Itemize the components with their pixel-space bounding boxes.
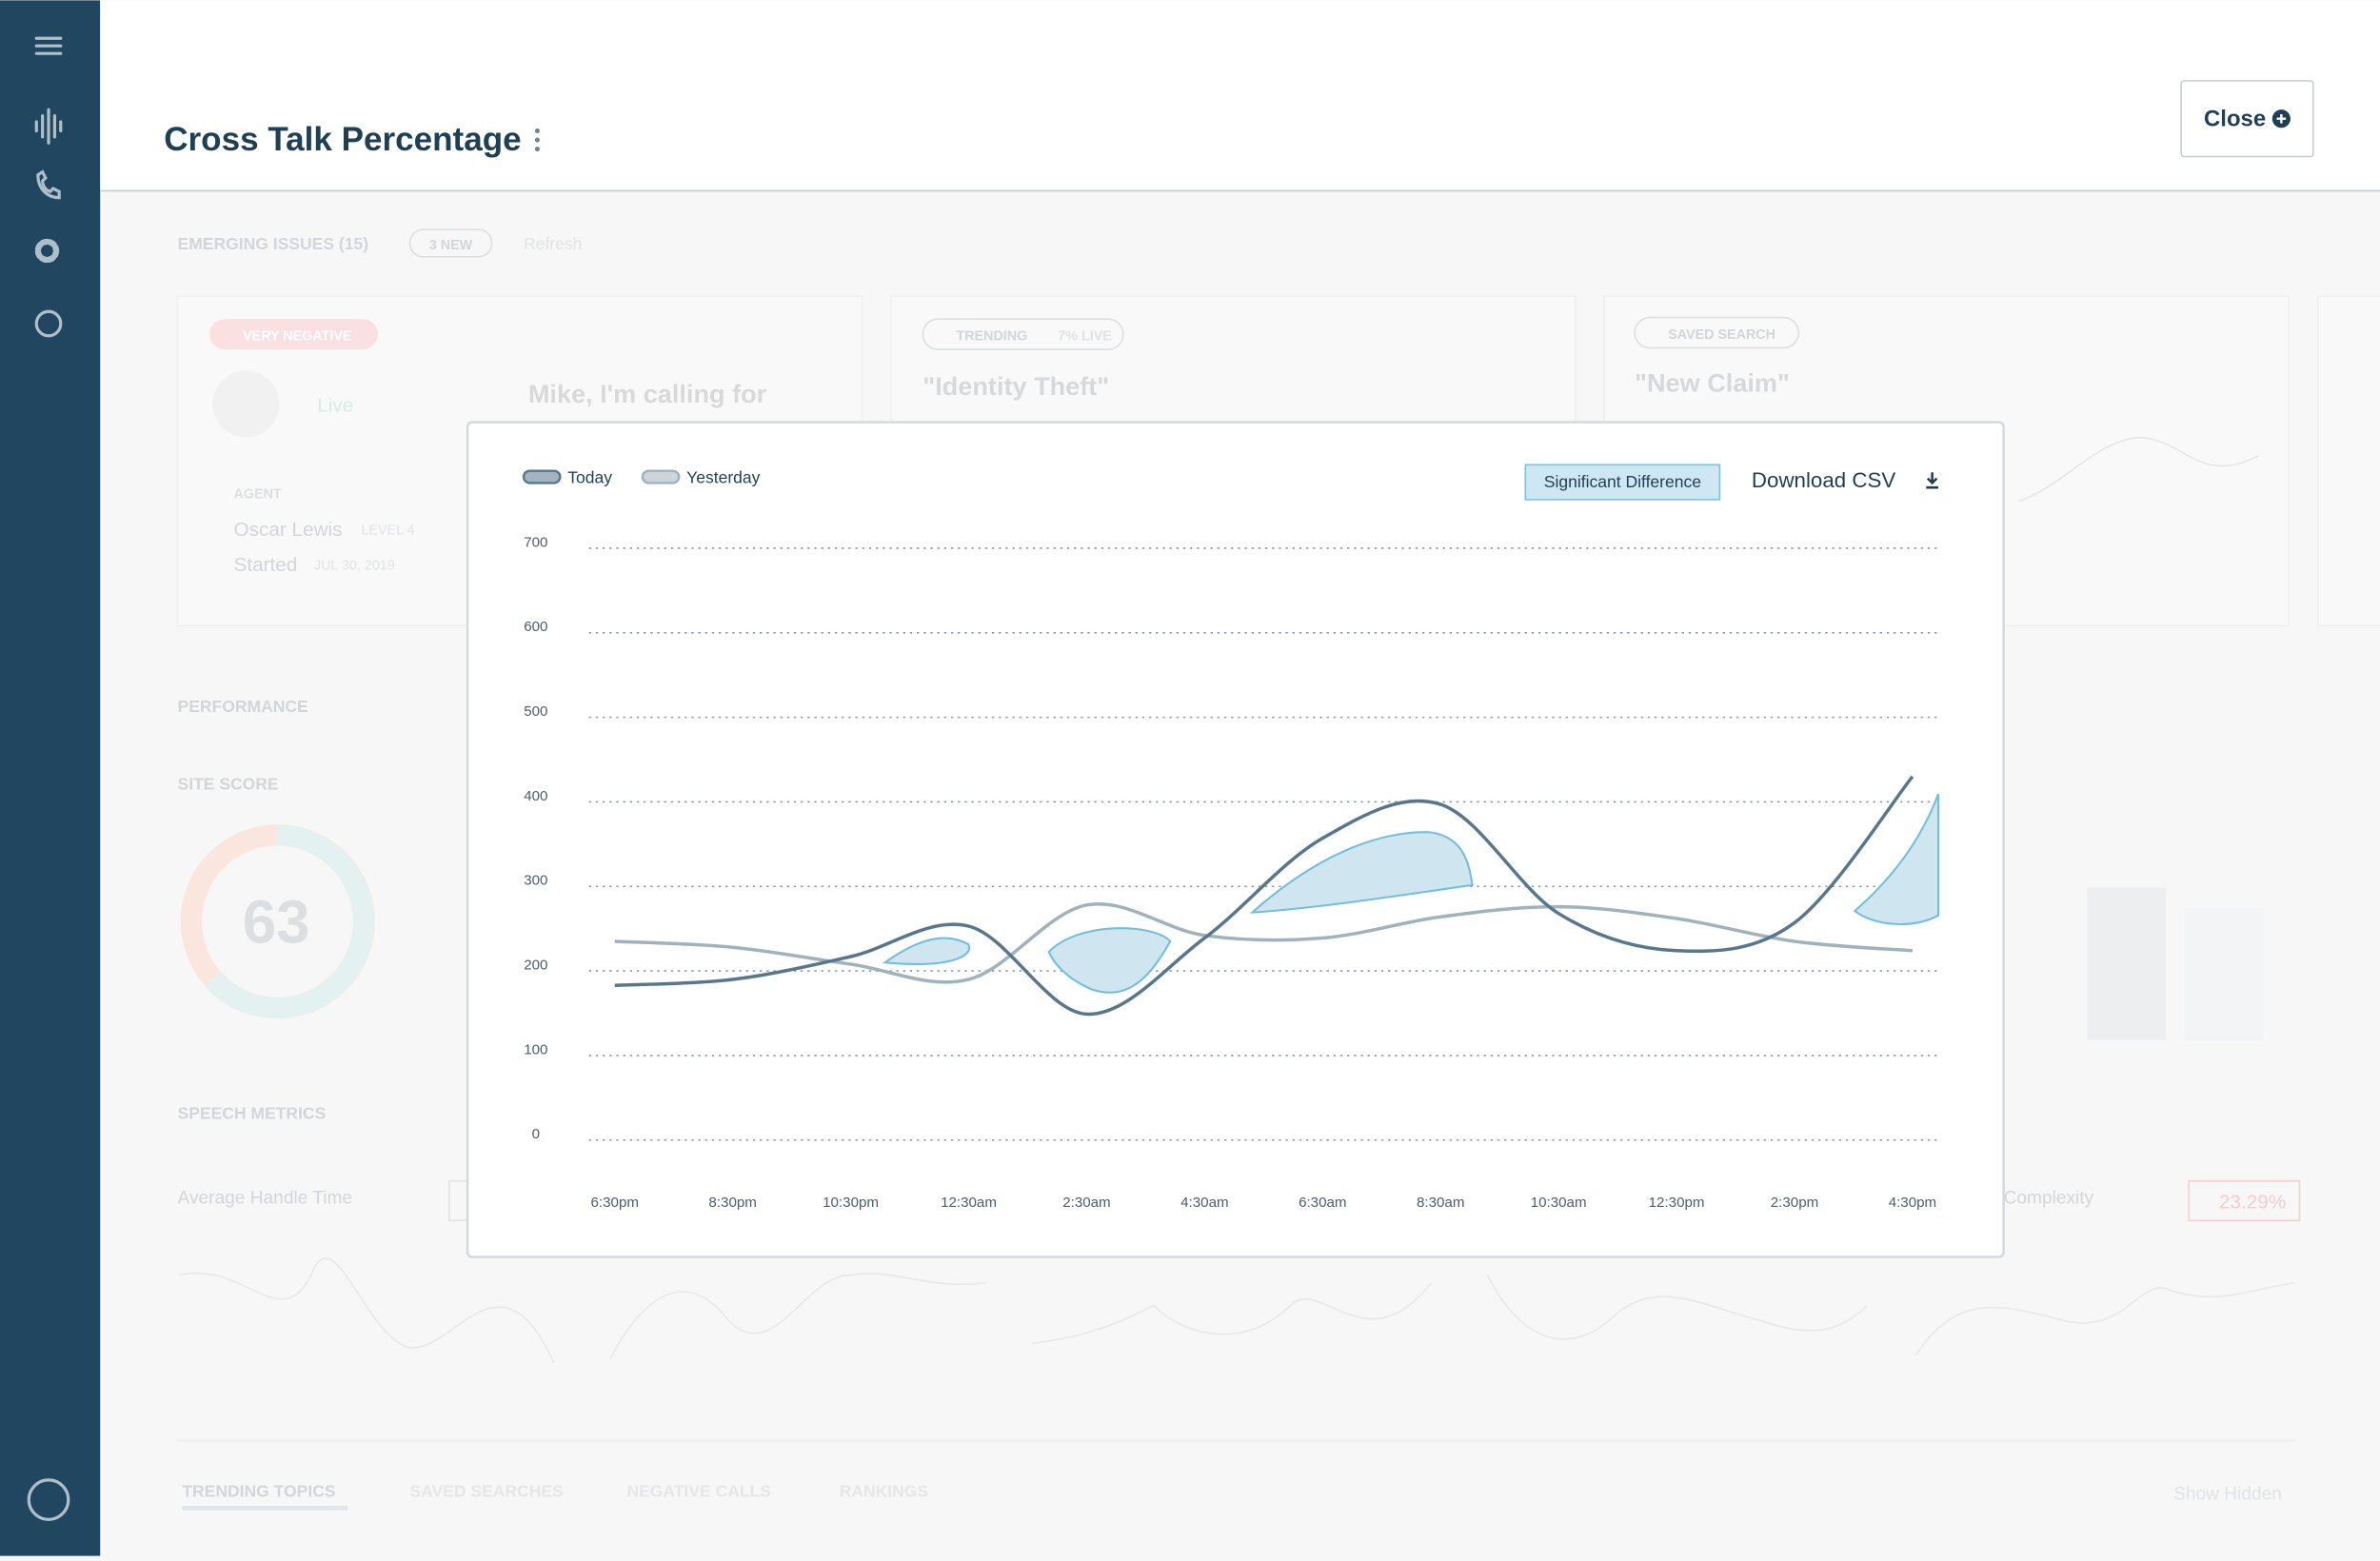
chart: Significant Difference Download CSV 0 100… [522, 464, 1942, 1211]
x-tick-label: 12:30pm [1649, 1195, 1705, 1211]
background-text: Complexity [2004, 1189, 2094, 1209]
menu-icon[interactable] [34, 36, 63, 55]
tab-underline [182, 1506, 348, 1511]
series-line [614, 901, 1914, 984]
x-tick-label: 8:30pm [708, 1195, 756, 1211]
y-tick-label: 200 [524, 958, 547, 974]
page-title: Cross Talk Percentage [164, 121, 521, 158]
logo[interactable] [27, 1478, 70, 1521]
score-ring [204, 824, 374, 1019]
settings-icon[interactable] [34, 238, 60, 264]
close-button[interactable] [2180, 80, 2314, 158]
background-text: JUL 30, 2019 [314, 558, 395, 573]
x-tick-label: 10:30pm [823, 1195, 879, 1211]
chart-modal [466, 421, 2005, 1258]
phone-icon[interactable] [36, 169, 61, 200]
card [2316, 295, 2380, 627]
background-text: "Identity Theft" [922, 371, 1109, 401]
background-text: SITE SCORE [178, 774, 279, 793]
significant-difference-label[interactable]: Significant Difference [1544, 472, 1701, 491]
legend-label: Yesterday [686, 467, 760, 486]
legend-label: Today [567, 467, 612, 486]
more-menu[interactable] [534, 128, 540, 152]
background-text: TRENDING TOPICS [182, 1481, 335, 1500]
background-text: 23.29% [2219, 1192, 2286, 1214]
x-tick-label: 8:30am [1417, 1195, 1464, 1211]
download-icon[interactable] [1926, 472, 1939, 489]
background-text: NEGATIVE CALLS [626, 1481, 770, 1500]
download-csv[interactable]: Download CSV [1752, 468, 1895, 492]
difference-area [1249, 831, 1474, 914]
x-tick-label: 6:30am [1299, 1195, 1346, 1211]
background-text: 3 NEW [429, 238, 473, 253]
x-tick-label: 4:30pm [1889, 1195, 1936, 1211]
header [100, 0, 2380, 190]
y-tick-label: 600 [524, 619, 547, 635]
sparkline [1032, 1282, 1433, 1345]
x-tick-label: 6:30pm [591, 1195, 639, 1211]
y-tick-label: 700 [524, 534, 547, 550]
x-tick-label: 10:30am [1531, 1195, 1587, 1211]
difference-area [882, 937, 971, 965]
sparkline [1914, 1281, 2295, 1356]
background-text: "New Claim" [1635, 368, 1790, 398]
background-text: 7% LIVE [1058, 329, 1112, 345]
tag [209, 319, 379, 350]
sparkline [2018, 436, 2259, 503]
significant-difference-areas [882, 793, 1940, 994]
background-text: TRENDING [956, 329, 1027, 345]
background-text: Oscar Lewis [234, 519, 343, 541]
x-tick-label: 12:30am [941, 1195, 997, 1211]
sidebar [0, 0, 101, 1556]
background-text: Show Hidden [2173, 1485, 2282, 1505]
sparkline [1486, 1274, 1868, 1340]
difference-area [1853, 793, 1940, 925]
background-text: SPEECH METRICS [178, 1103, 327, 1122]
close-icon-plus [2276, 113, 2287, 124]
sparkline [178, 1257, 555, 1364]
legend-swatch [522, 469, 562, 484]
bar [2184, 907, 2264, 1040]
background-text: VERY NEGATIVE [243, 329, 351, 345]
x-tick-label: 2:30pm [1771, 1195, 1818, 1211]
y-tick-label: 100 [524, 1041, 547, 1057]
difference-area [1047, 927, 1172, 994]
badge [408, 228, 493, 258]
sparkline [609, 1273, 987, 1359]
background-text: Mike, I'm calling for [528, 379, 767, 408]
y-tick-label: 0 [532, 1126, 540, 1142]
close-label[interactable]: Close [2204, 107, 2266, 132]
background-text: Started [234, 554, 298, 576]
background-text: SAVED SEARCH [1668, 327, 1775, 343]
background-text: Refresh [524, 234, 582, 253]
background-text: EMERGING ISSUES (15) [178, 234, 369, 253]
background-text: PERFORMANCE [178, 697, 308, 716]
legend-swatch [641, 469, 681, 484]
background-text: SAVED SEARCHES [409, 1481, 563, 1500]
background-text: LEVEL 4 [361, 524, 414, 539]
y-tick-label: 500 [524, 703, 547, 720]
mention-icon[interactable] [34, 309, 63, 338]
change-box [2188, 1180, 2301, 1222]
tag [922, 318, 1124, 350]
background-text: RANKINGS [840, 1481, 928, 1500]
sidebar-icons [27, 36, 70, 1521]
x-tick-label: 2:30am [1062, 1195, 1110, 1211]
y-tick-label: 400 [524, 788, 547, 804]
x-tick-label: 4:30am [1180, 1195, 1228, 1211]
background-text: Live [317, 394, 353, 416]
series-line [614, 775, 1914, 1017]
background-text: Average Handle Time [178, 1189, 353, 1209]
background-text: 63 [243, 887, 310, 956]
significant-difference-badge[interactable] [1524, 464, 1721, 501]
audio-icon[interactable] [34, 108, 63, 145]
avatar [212, 370, 280, 438]
tag [1634, 316, 1800, 349]
background-text: AGENT [234, 486, 282, 502]
y-tick-label: 300 [524, 873, 547, 889]
bar [2087, 888, 2167, 1040]
